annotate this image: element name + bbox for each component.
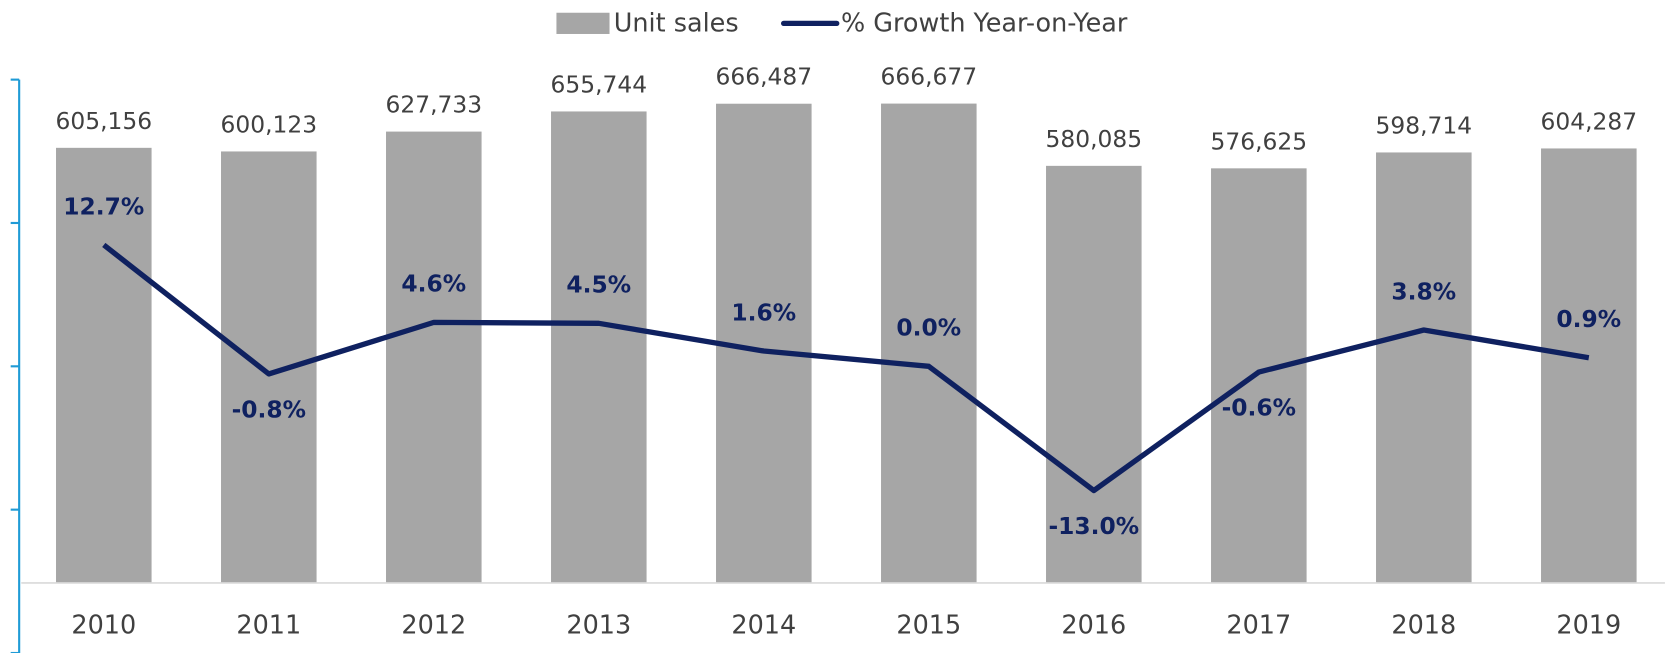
legend-swatch [556,12,610,34]
bar-value-label: 600,123 [221,110,318,138]
bar-value-label: 580,085 [1046,125,1143,153]
x-tick-label: 2012 [401,610,466,640]
x-tick-label: 2011 [236,610,301,640]
bar [1211,168,1307,583]
x-tick-label: 2018 [1391,610,1456,640]
legend-label: Unit sales [614,8,739,38]
bar [1541,148,1637,583]
x-tick-label: 2019 [1556,610,1621,640]
line-value-label: 0.0% [896,314,961,342]
line-value-label: -0.6% [1222,394,1296,422]
x-tick-label: 2017 [1226,610,1291,640]
bar [551,111,647,583]
bar-value-label: 604,287 [1541,107,1638,135]
line-value-label: 1.6% [731,298,796,326]
line-value-label: 4.6% [401,270,466,298]
bar [1376,152,1472,583]
bar [56,147,152,583]
bar-value-label: 666,677 [881,63,978,91]
line-value-label: 0.9% [1556,305,1621,333]
bar [386,131,482,583]
line-value-label: 3.8% [1391,277,1456,305]
x-tick-label: 2016 [1061,610,1126,640]
bar [881,103,977,583]
bar [221,151,317,583]
legend-label: % Growth Year-on-Year [841,8,1128,38]
growth-line [102,242,1590,494]
x-tick-label: 2014 [731,610,796,640]
bar-value-label: 627,733 [386,91,483,119]
line-value-label: 4.5% [566,271,631,299]
bar-value-label: 655,744 [551,70,648,98]
bar [1046,165,1142,583]
bar-value-label: 576,625 [1211,127,1308,155]
x-tick-label: 2010 [71,610,136,640]
x-tick-label: 2013 [566,610,631,640]
x-tick-label: 2015 [896,610,961,640]
bar-value-label: 605,156 [56,107,153,135]
line-value-label: 12.7% [63,192,144,220]
line-value-label: -0.8% [232,396,306,424]
line-value-label: -13.0% [1048,512,1139,540]
bar-value-label: 598,714 [1376,111,1473,139]
bar-value-label: 666,487 [716,63,813,91]
